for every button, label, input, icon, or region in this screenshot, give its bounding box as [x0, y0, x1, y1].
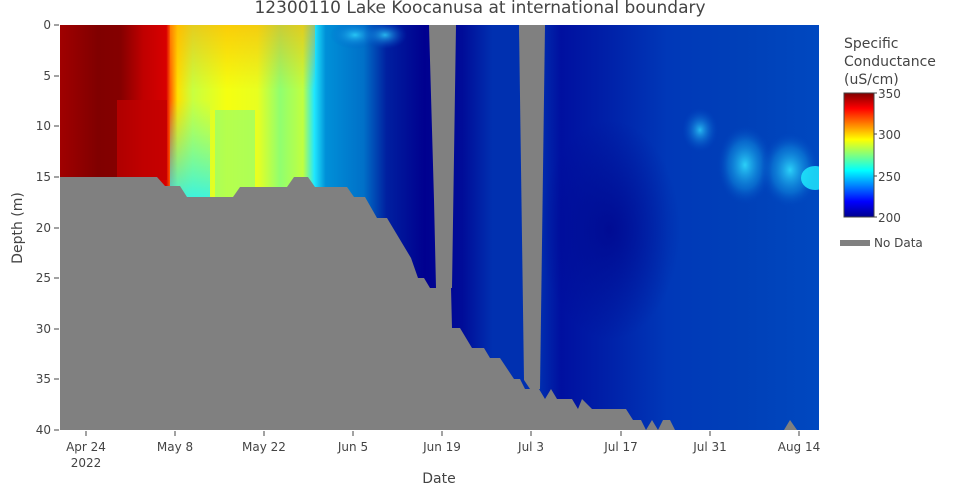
- y-tick-label: 20: [36, 221, 51, 235]
- x-tick-label: Jul 3: [517, 440, 544, 454]
- y-tick-label: 30: [36, 322, 51, 336]
- y-tick-label: 5: [43, 69, 51, 83]
- legend-label: No Data: [874, 236, 923, 250]
- y-tick-label: 10: [36, 119, 51, 133]
- y-tick-label: 0: [43, 18, 51, 32]
- legend-item-no-data[interactable]: No Data: [840, 236, 923, 250]
- colorbar-tick: 350: [878, 87, 901, 101]
- colorbar-tick: 250: [878, 170, 901, 184]
- x-tick-label: Apr 24: [66, 440, 106, 454]
- colorbar-tick: 200: [878, 211, 901, 225]
- y-tick-label: 15: [36, 170, 51, 184]
- colorbar: Specific Conductance (uS/cm) 350 300 250…: [843, 36, 936, 225]
- x-tick-year: 2022: [71, 456, 102, 470]
- x-tick-label: Jul 17: [603, 440, 638, 454]
- y-tick-label: 40: [36, 423, 51, 437]
- y-tick-label: 25: [36, 271, 51, 285]
- colorbar-title-line3: (uS/cm): [844, 72, 899, 88]
- y-tick-label: 35: [36, 372, 51, 386]
- no-data-swatch-icon: [840, 240, 870, 246]
- chart-title: 12300110 Lake Koocanusa at international…: [254, 0, 705, 18]
- x-tick-label: May 22: [242, 440, 286, 454]
- x-axis: Apr 24 2022 May 8 May 22 Jun 5 Jun 19 Ju…: [66, 431, 820, 470]
- x-axis-title: Date: [422, 471, 455, 487]
- y-axis-title: Depth (m): [10, 192, 26, 264]
- x-tick-label: Jul 31: [692, 440, 727, 454]
- x-tick-label: May 8: [157, 440, 193, 454]
- colorbar-title-line1: Specific: [844, 36, 899, 52]
- colorbar-title-line2: Conductance: [844, 54, 936, 70]
- x-tick-label: Aug 14: [778, 440, 821, 454]
- x-tick-label: Jun 5: [337, 440, 368, 454]
- colorbar-scale: [843, 92, 875, 218]
- colorbar-tick: 300: [878, 128, 901, 142]
- x-tick-label: Jun 19: [422, 440, 461, 454]
- y-axis: 0 5 10 15 20 25 30 35 40: [36, 18, 59, 437]
- heatmap[interactable]: [60, 21, 829, 432]
